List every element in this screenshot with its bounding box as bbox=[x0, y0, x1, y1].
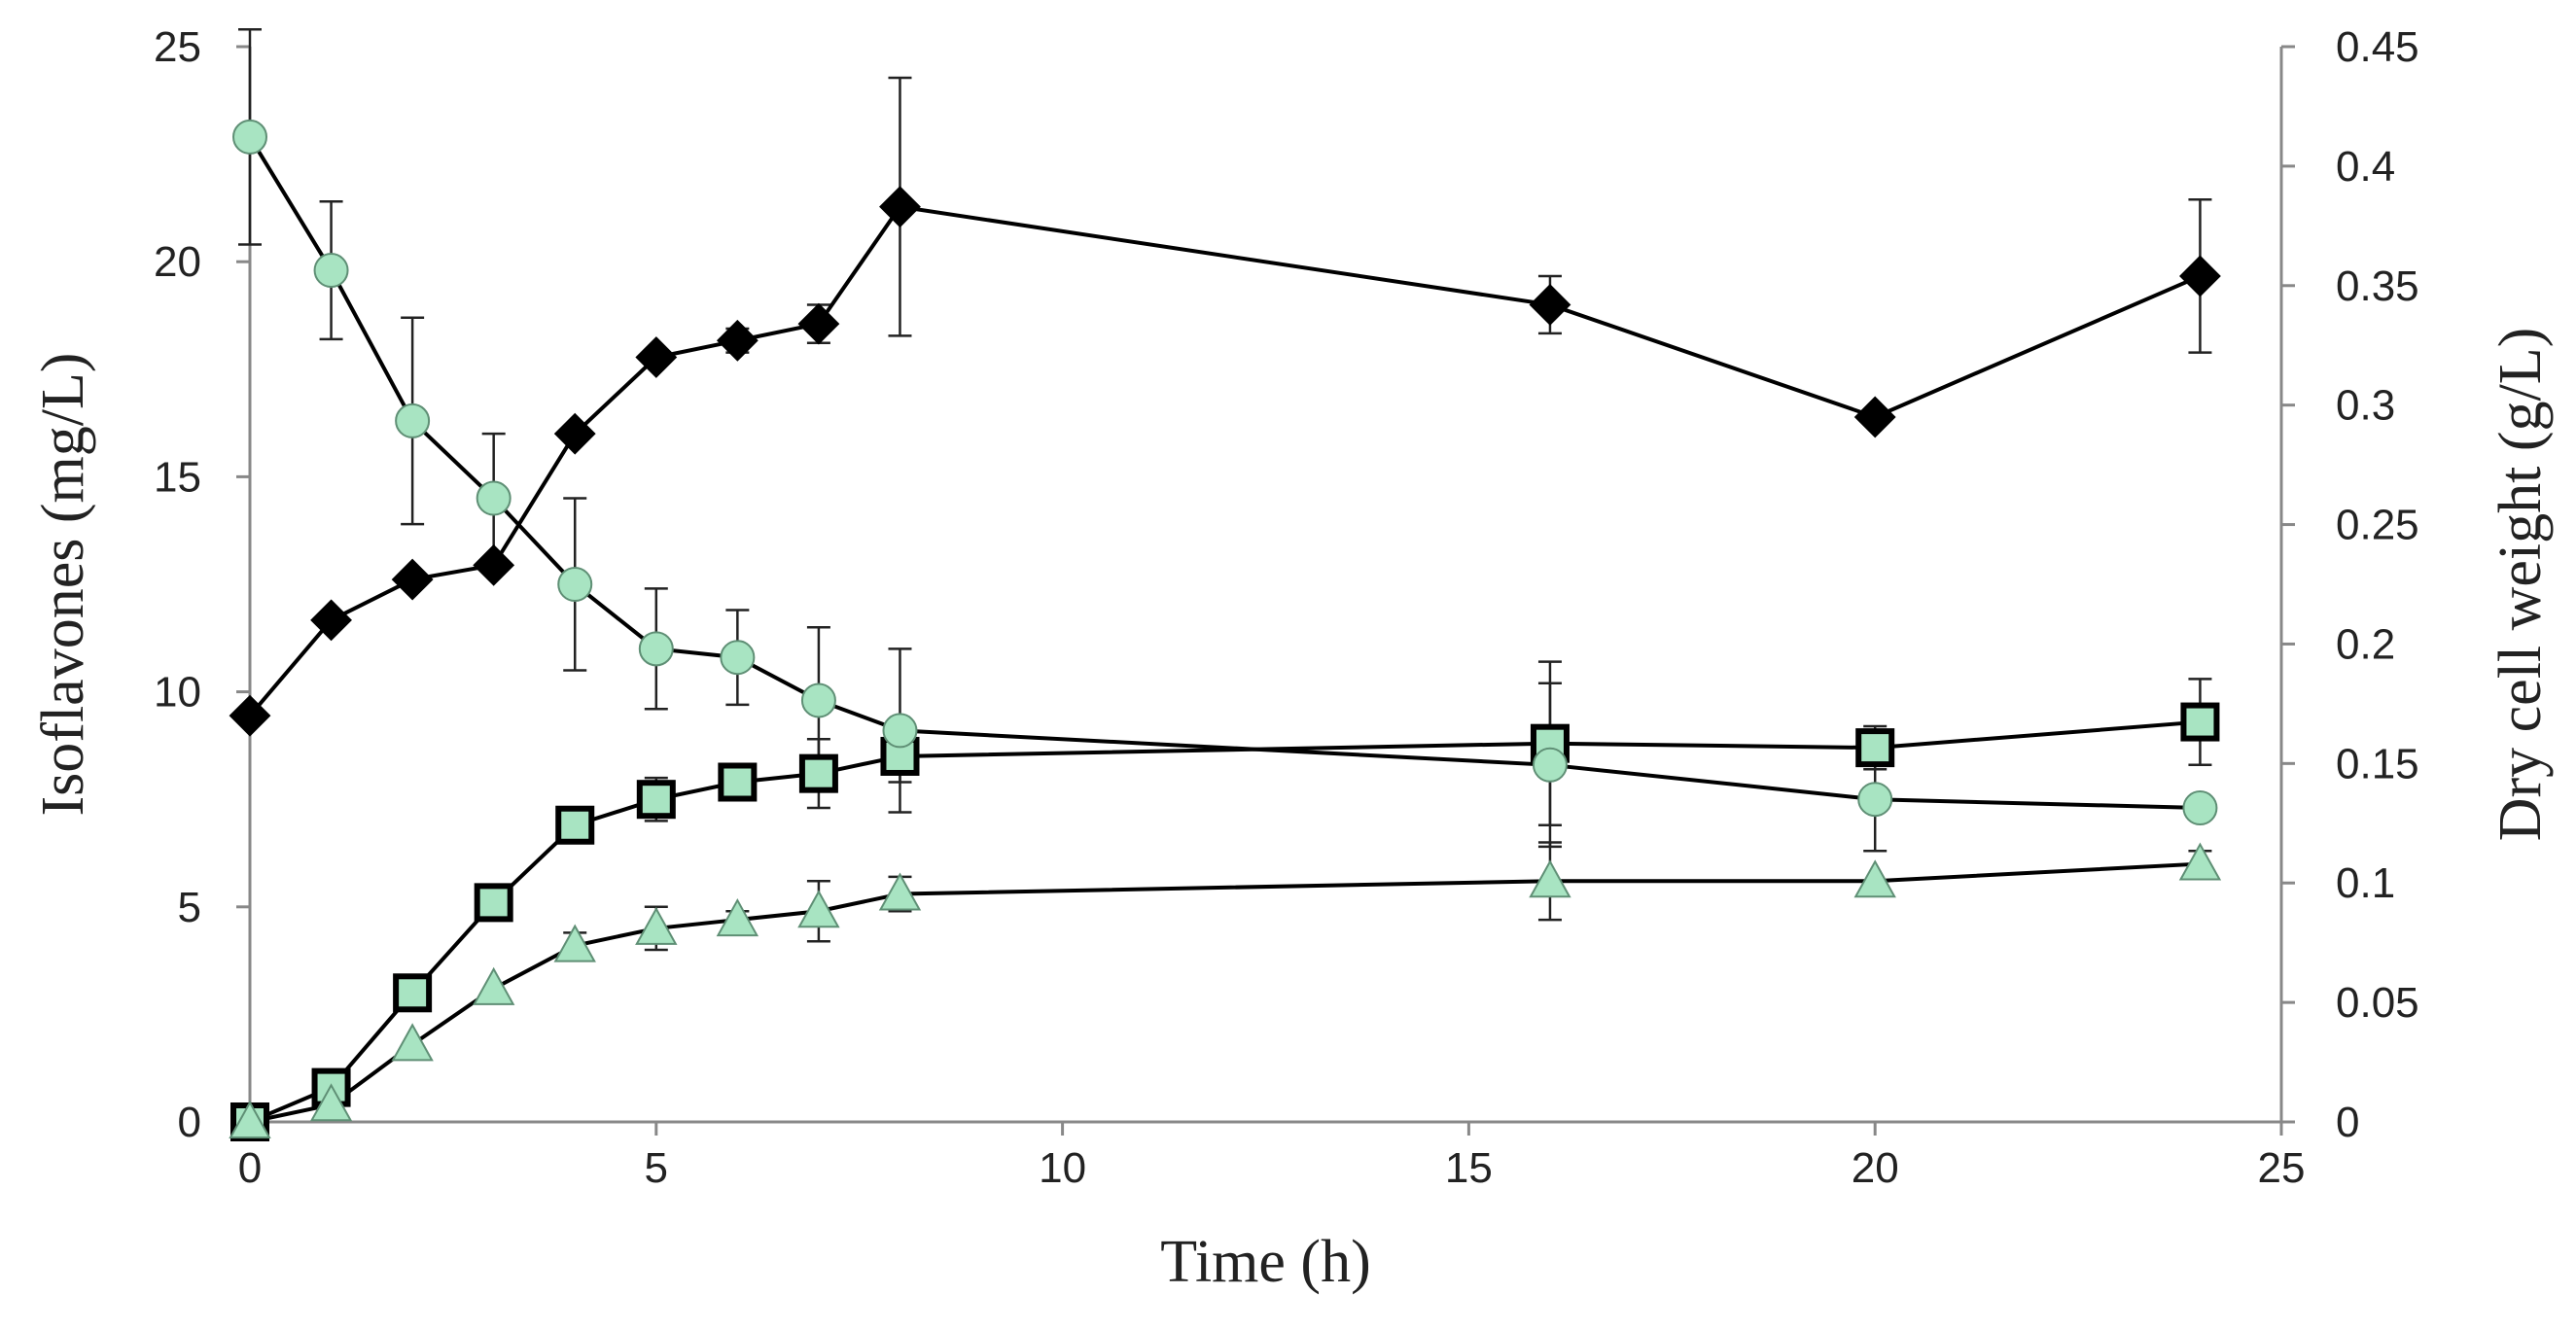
triangle-series-point bbox=[2178, 842, 2222, 881]
left-y-tick-label: 25 bbox=[154, 23, 201, 71]
dry-cell-weight-point bbox=[797, 302, 840, 345]
axes bbox=[248, 47, 2283, 1124]
right-y-tick-label: 0.1 bbox=[2336, 859, 2395, 907]
circle-series-point bbox=[2182, 790, 2218, 826]
x-tick-label: 10 bbox=[1039, 1144, 1086, 1192]
dry-cell-weight-point bbox=[1529, 284, 1571, 326]
right-y-tick-label: 0.25 bbox=[2336, 502, 2419, 549]
square-series-point bbox=[555, 805, 595, 845]
circle-series-point bbox=[395, 402, 431, 438]
ticks: 0 5 10 15 20 25 0 5 10 15 20 25 0 0.05 0.1 0.15 0.2 0.25 0… bbox=[154, 23, 2419, 1192]
circle-series-point bbox=[720, 640, 756, 676]
square-series-point bbox=[2180, 702, 2220, 742]
square-series-point bbox=[1855, 728, 1895, 768]
series-lines bbox=[248, 135, 2202, 1124]
x-tick-label: 25 bbox=[2258, 1144, 2306, 1192]
left-y-axis-title: Isoflavones (mg/L) bbox=[30, 353, 96, 817]
right-y-tick-label: 0.4 bbox=[2336, 143, 2395, 191]
x-tick-label: 0 bbox=[238, 1144, 262, 1192]
left-y-tick-label: 20 bbox=[154, 238, 201, 286]
right-y-tick-label: 0 bbox=[2336, 1099, 2359, 1146]
triangle-series-line bbox=[249, 861, 2201, 1124]
triangle-series-point bbox=[716, 898, 759, 937]
dry-cell-weight-point bbox=[473, 543, 515, 586]
x-tick-label: 15 bbox=[1445, 1144, 1493, 1192]
circle-series-point bbox=[800, 682, 836, 718]
triangle-series-point bbox=[229, 1100, 271, 1138]
square-series-point bbox=[798, 753, 838, 793]
triangle-series-point bbox=[553, 924, 596, 962]
triangle-series-point bbox=[797, 890, 840, 928]
error-bars bbox=[238, 28, 2212, 961]
circle-series-point bbox=[313, 253, 349, 289]
square-series-line bbox=[249, 719, 2201, 1124]
series-markers bbox=[229, 119, 2222, 1141]
dry-cell-weight-point bbox=[879, 186, 921, 228]
triangle-series-point bbox=[1853, 859, 1896, 898]
square-series-point bbox=[474, 883, 513, 923]
right-y-axis-title: Dry cell weight (g/L) bbox=[2488, 328, 2554, 842]
triangle-series-point bbox=[1529, 859, 1571, 898]
circle-series-point bbox=[557, 567, 593, 602]
square-series-point bbox=[718, 762, 758, 802]
square-series-point bbox=[393, 973, 433, 1013]
dry-cell-weight-point bbox=[310, 599, 352, 642]
dry-cell-weight-point bbox=[391, 558, 434, 601]
right-y-tick-label: 0.35 bbox=[2336, 262, 2419, 310]
x-axis-title: Time (h) bbox=[1160, 1229, 1370, 1295]
circle-series-point bbox=[476, 480, 512, 516]
dry-cell-weight-point bbox=[229, 694, 271, 737]
left-y-tick-label: 0 bbox=[178, 1099, 201, 1146]
triangle-series-point bbox=[309, 1083, 353, 1122]
triangle-series-point bbox=[391, 1023, 434, 1062]
triangle-series-point bbox=[472, 966, 515, 1005]
dry-cell-weight-point bbox=[1853, 396, 1896, 438]
right-y-tick-label: 0.05 bbox=[2336, 979, 2419, 1027]
triangle-series-point bbox=[635, 906, 678, 945]
triangle-series-point bbox=[878, 872, 922, 911]
circle-series-line bbox=[248, 135, 2201, 811]
left-y-tick-label: 15 bbox=[154, 453, 201, 501]
x-tick-label: 5 bbox=[645, 1144, 668, 1192]
circle-series-point bbox=[638, 631, 674, 667]
dry-cell-weight-point bbox=[2179, 255, 2221, 297]
right-y-tick-label: 0.3 bbox=[2336, 382, 2395, 430]
circle-series-point bbox=[882, 713, 918, 749]
dry-cell-weight-point bbox=[553, 412, 596, 455]
right-y-tick-label: 0.45 bbox=[2336, 23, 2419, 71]
dry-cell-weight-line bbox=[248, 204, 2202, 717]
left-y-tick-label: 5 bbox=[178, 884, 201, 931]
circle-series-point bbox=[1857, 782, 1893, 818]
circle-series-point bbox=[232, 119, 267, 155]
right-y-tick-label: 0.2 bbox=[2336, 620, 2395, 668]
dry-cell-weight-point bbox=[635, 336, 678, 378]
left-y-tick-label: 10 bbox=[154, 669, 201, 717]
x-tick-label: 20 bbox=[1852, 1144, 1899, 1192]
square-series-point bbox=[636, 780, 676, 820]
dry-cell-weight-point bbox=[716, 319, 759, 362]
circle-series-point bbox=[1532, 747, 1568, 783]
right-y-tick-label: 0.15 bbox=[2336, 740, 2419, 787]
